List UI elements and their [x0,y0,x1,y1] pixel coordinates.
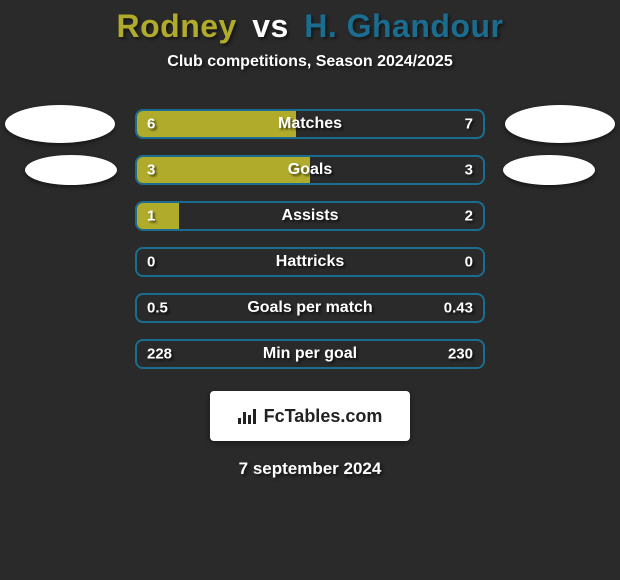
logo-box: FcTables.com [210,391,410,441]
side-oval [505,105,615,143]
stat-value-left: 0.5 [147,300,168,317]
comparison-rows: 67Matches33Goals12Assists00Hattricks0.50… [0,109,620,369]
side-oval [25,155,117,185]
stat-value-right: 3 [465,162,473,179]
stat-value-right: 0.43 [444,300,473,317]
comparison-row: 228 230 Min per goal [0,339,620,369]
stat-value-left: 3 [147,162,155,179]
side-oval [5,105,115,143]
stat-value-left: 0 [147,254,155,271]
stat-label: Min per goal [263,345,357,363]
stat-value-right: 230 [448,346,473,363]
comparison-row: 1 2 Assists [0,201,620,231]
bar-chart-icon [238,408,258,424]
stat-label: Hattricks [276,253,344,271]
stat-value-right: 7 [465,116,473,133]
side-oval [503,155,595,185]
title-vs: vs [252,8,289,44]
comparison-row: 3 3 Goals [0,155,620,185]
comparison-row: 0 0 Hattricks [0,247,620,277]
stat-label: Goals per match [247,299,372,317]
bar-fill-left [137,157,310,183]
stat-value-left: 1 [147,208,155,225]
stat-bar: 6 7 Matches [135,109,485,139]
stat-bar: 1 2 Assists [135,201,485,231]
bar-fill-left [137,203,179,229]
bar-fill-left [137,111,296,137]
date-label: 7 september 2024 [0,459,620,479]
stat-value-left: 6 [147,116,155,133]
stat-bar: 228 230 Min per goal [135,339,485,369]
comparison-infographic: Rodney vs H. Ghandour Club competitions,… [0,0,620,580]
title-player2: H. Ghandour [304,8,503,44]
stat-bar: 0 0 Hattricks [135,247,485,277]
stat-label: Matches [278,115,342,133]
stat-value-left: 228 [147,346,172,363]
logo-label: FcTables.com [264,406,383,427]
stat-bar: 3 3 Goals [135,155,485,185]
logo-text: FcTables.com [238,406,383,427]
comparison-row: 6 7 Matches [0,109,620,139]
title-player1: Rodney [117,8,237,44]
subtitle: Club competitions, Season 2024/2025 [0,53,620,71]
stat-label: Goals [288,161,332,179]
page-title: Rodney vs H. Ghandour [0,0,620,45]
comparison-row: 0.5 0.43 Goals per match [0,293,620,323]
stat-bar: 0.5 0.43 Goals per match [135,293,485,323]
stat-value-right: 2 [465,208,473,225]
stat-label: Assists [282,207,339,225]
stat-value-right: 0 [465,254,473,271]
